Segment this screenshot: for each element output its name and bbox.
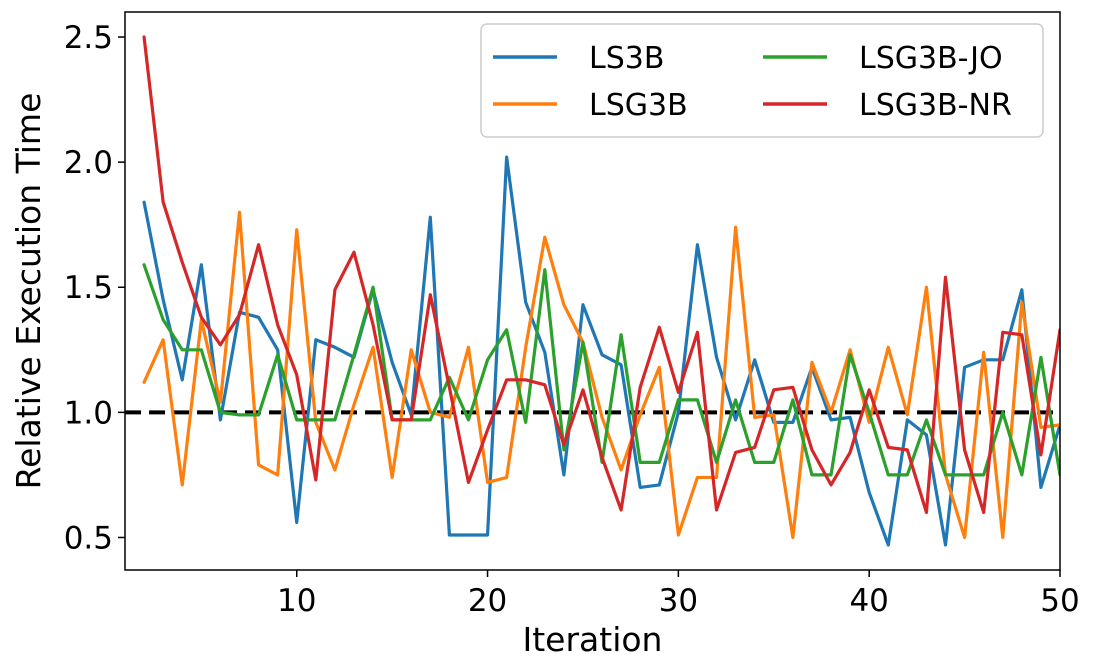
- x-axis-label: Iteration: [523, 620, 663, 659]
- legend-label-lsg3b: LSG3B: [589, 88, 688, 123]
- y-axis: 0.5 1.0 1.5 2.0 2.5: [64, 20, 125, 556]
- legend-label-lsg3b-nr: LSG3B-NR: [859, 88, 1012, 123]
- y-tick-label: 2.0: [64, 145, 113, 181]
- plot-area-frame: [124, 11, 1061, 571]
- x-tick-label: 20: [468, 583, 507, 619]
- chart-legend: LS3B LSG3B LSG3B-JO LSG3B-NR: [480, 23, 1044, 138]
- y-tick-label: 1.0: [64, 395, 113, 431]
- series-line-lsg3b: [142, 210, 1060, 540]
- legend-label-ls3b: LS3B: [589, 41, 664, 76]
- series-line-lsg3b-jo: [142, 263, 1060, 477]
- x-tick-label: 10: [277, 583, 316, 619]
- y-axis-label: Relative Execution Time: [9, 93, 48, 490]
- x-tick-label: 40: [849, 583, 888, 619]
- legend-label-lsg3b-jo: LSG3B-JO: [859, 41, 1003, 76]
- x-axis: 10 20 30 40 50: [277, 570, 1080, 619]
- x-tick-label: 30: [659, 583, 698, 619]
- y-tick-label: 1.5: [64, 270, 113, 306]
- x-tick-label: 50: [1040, 583, 1079, 619]
- series-line-lsg3b-nr: [142, 35, 1060, 515]
- y-tick-label: 0.5: [64, 520, 113, 556]
- series-lines: [142, 35, 1060, 547]
- series-line-ls3b: [142, 155, 1060, 547]
- y-tick-label: 2.5: [64, 20, 113, 56]
- legend-box: [480, 23, 1044, 138]
